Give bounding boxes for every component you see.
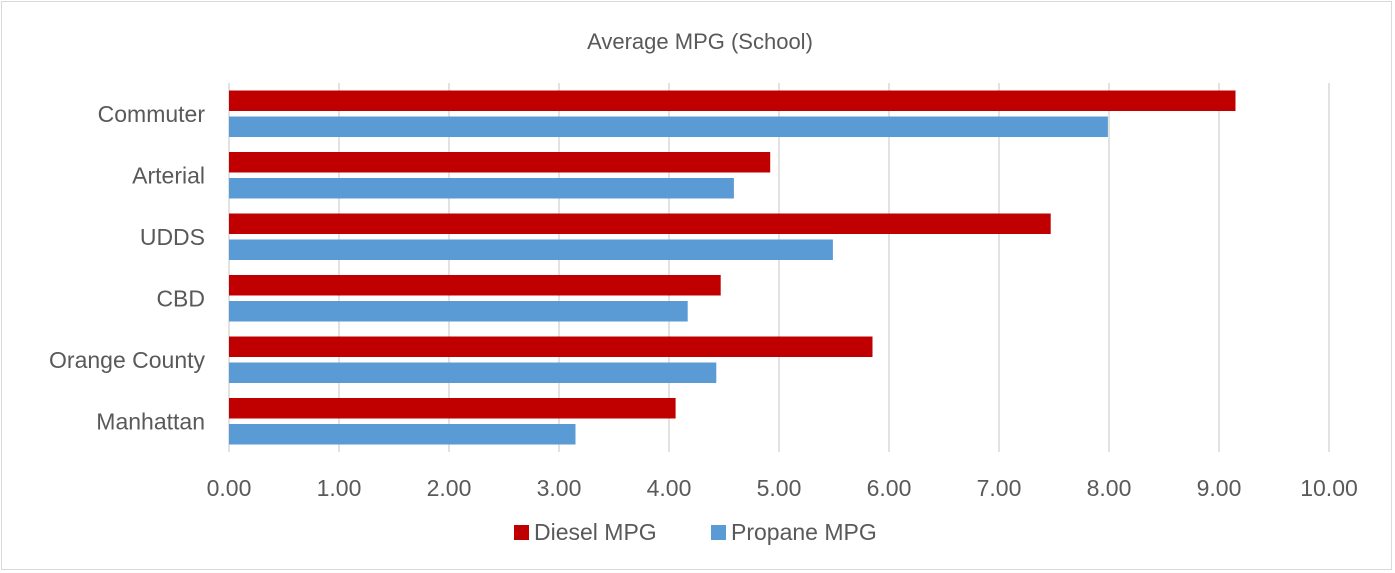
x-tick-label: 9.00 [1197,475,1242,501]
bar-propane-mpg [229,362,717,383]
x-tick-label: 3.00 [537,475,582,501]
legend: Diesel MPG Propane MPG [514,519,877,545]
x-tick-label: 6.00 [867,475,912,501]
x-tick-label: 10.00 [1300,475,1358,501]
bars [229,90,1236,445]
x-tick-label: 0.00 [207,475,252,501]
x-tick-label: 5.00 [757,475,802,501]
category-label: Commuter [98,101,206,127]
x-tick-label: 8.00 [1087,475,1132,501]
x-tick-label: 7.00 [977,475,1022,501]
category-labels: Commuter Arterial UDDS CBD Orange County Manh… [49,101,205,435]
x-tick-labels: 0.00 1.00 2.00 3.00 4.00 5.00 6.00 7.00 8.00 9.00… [207,475,1358,501]
bar-propane-mpg [229,301,688,322]
bar-diesel-mpg [229,398,676,419]
legend-label: Diesel MPG [534,519,657,545]
x-tick-label: 4.00 [647,475,692,501]
category-label: UDDS [140,224,205,250]
category-label: Manhattan [96,408,205,434]
bar-propane-mpg [229,239,833,260]
category-label: CBD [156,285,205,311]
category-label: Orange County [49,347,205,373]
bar-diesel-mpg [229,152,771,173]
x-tick-label: 1.00 [317,475,362,501]
bar-diesel-mpg [229,275,721,296]
legend-swatch [514,525,529,540]
chart-title: Average MPG (School) [587,29,813,54]
category-label: Arterial [132,162,205,188]
bar-diesel-mpg [229,213,1051,234]
bar-diesel-mpg [229,336,873,357]
x-tick-label: 2.00 [427,475,472,501]
bar-propane-mpg [229,178,734,199]
legend-label: Propane MPG [731,519,877,545]
bar-propane-mpg [229,116,1108,137]
legend-swatch [711,525,726,540]
gridlines [228,83,1330,452]
bar-diesel-mpg [229,90,1236,111]
bar-propane-mpg [229,424,576,445]
